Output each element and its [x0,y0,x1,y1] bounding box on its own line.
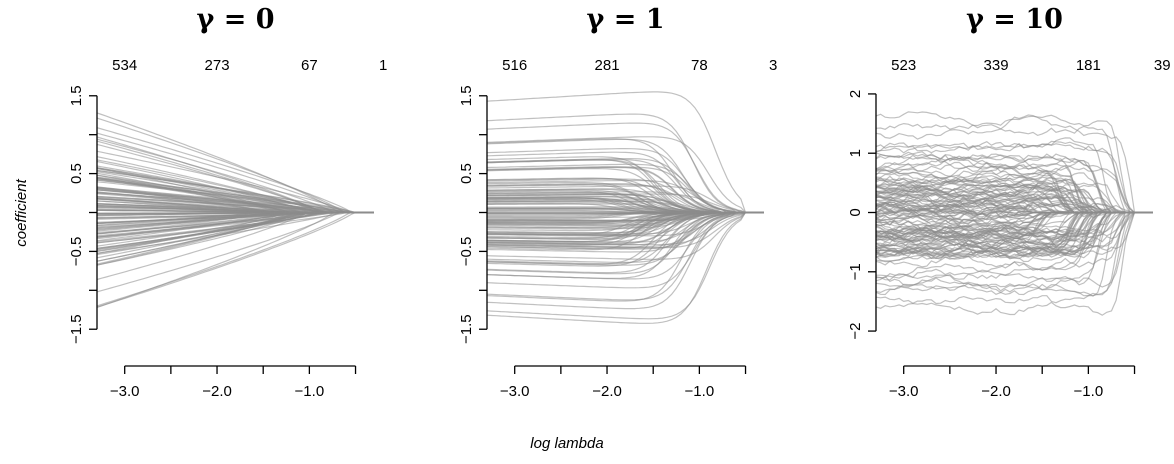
y-tick-label: −1 [847,263,864,280]
y-axis: −2 −1 0 1 2 [847,90,876,340]
y-tick-label: −1.5 [68,314,85,344]
x-tick-label: −2.0 [592,383,622,400]
panel-gamma-1: γ = 1 516 281 78 3 −1.5 −0.5 0.5 1.5 −3.0 −2.0 −1.0 [458,4,777,400]
top-axis-label: 523 [891,57,916,74]
y-tick-label: 1.5 [458,85,475,106]
top-axis-label: 67 [301,57,318,74]
top-axis-label: 534 [112,57,137,74]
x-axis: −3.0 −2.0 −1.0 [110,366,356,400]
x-axis: −3.0 −2.0 −1.0 [889,366,1135,400]
x-tick-label: −3.0 [110,383,140,400]
top-axis-label: 281 [595,57,620,74]
y-tick-label: −0.5 [68,237,85,267]
panel-title: γ = 10 [966,4,1063,35]
x-tick-label: −2.0 [202,383,232,400]
panel-title: γ = 0 [196,4,274,35]
panel-title: γ = 1 [586,4,664,35]
top-axis-label: 3 [769,57,777,74]
top-axis-label: 516 [502,57,527,74]
x-tick-label: −3.0 [500,383,530,400]
y-tick-label: 1.5 [68,85,85,106]
x-axis-label: log lambda [530,435,603,452]
top-axis-label: 78 [691,57,708,74]
top-axis-label: 273 [205,57,230,74]
y-tick-label: −2 [847,323,864,340]
coefficient-paths [97,113,374,308]
top-axis-label: 39 [1154,57,1171,74]
y-tick-label: 0.5 [458,163,475,184]
top-axis-label: 181 [1076,57,1101,74]
coefficient-paths [487,92,764,323]
x-tick-label: −1.0 [295,383,325,400]
y-axis-label: coefficient [13,178,30,246]
y-tick-label: −1.5 [458,314,475,344]
panel-gamma-10: γ = 10 523 339 181 39 −2 −1 0 1 2 −3.0 −2.0 −1.0 [847,4,1171,400]
x-tick-label: −2.0 [981,383,1011,400]
top-axis-label: 339 [984,57,1009,74]
y-tick-label: 0 [847,208,864,216]
y-tick-label: −0.5 [458,237,475,267]
x-axis: −3.0 −2.0 −1.0 [500,366,746,400]
panel-gamma-0: γ = 0 534 273 67 1 −1.5 −0.5 0.5 1.5 −3.0 −2.0 −1.0 [68,4,387,400]
top-axis-label: 1 [379,57,387,74]
x-tick-label: −1.0 [685,383,715,400]
y-tick-label: 1 [847,149,864,157]
coefficient-paths [876,112,1153,315]
y-axis: −1.5 −0.5 0.5 1.5 [458,85,487,344]
y-axis: −1.5 −0.5 0.5 1.5 [68,85,97,344]
y-tick-label: 0.5 [68,163,85,184]
x-tick-label: −1.0 [1074,383,1104,400]
y-tick-label: 2 [847,90,864,98]
x-tick-label: −3.0 [889,383,919,400]
